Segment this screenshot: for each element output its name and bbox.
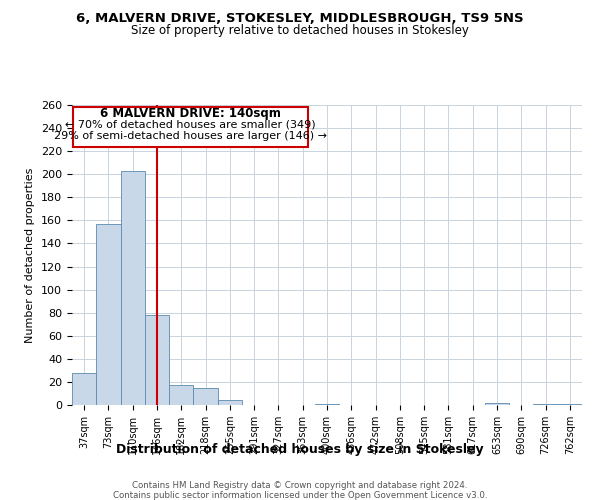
Bar [96,224,121,405]
Text: Size of property relative to detached houses in Stokesley: Size of property relative to detached ho… [131,24,469,37]
Bar [121,171,145,405]
Text: 6, MALVERN DRIVE, STOKESLEY, MIDDLESBROUGH, TS9 5NS: 6, MALVERN DRIVE, STOKESLEY, MIDDLESBROU… [76,12,524,26]
FancyBboxPatch shape [73,108,308,146]
Bar [193,388,218,405]
Bar [485,402,509,405]
Text: 6 MALVERN DRIVE: 140sqm: 6 MALVERN DRIVE: 140sqm [100,106,281,120]
Text: ← 70% of detached houses are smaller (349): ← 70% of detached houses are smaller (34… [65,120,316,130]
Bar [169,386,193,405]
Text: Contains public sector information licensed under the Open Government Licence v3: Contains public sector information licen… [113,491,487,500]
Text: 29% of semi-detached houses are larger (146) →: 29% of semi-detached houses are larger (… [54,131,327,141]
Bar [558,404,582,405]
Bar [145,315,169,405]
Text: Contains HM Land Registry data © Crown copyright and database right 2024.: Contains HM Land Registry data © Crown c… [132,481,468,490]
Text: Distribution of detached houses by size in Stokesley: Distribution of detached houses by size … [116,442,484,456]
Bar [315,404,339,405]
Bar [72,372,96,405]
Bar [218,400,242,405]
Bar [533,404,558,405]
Y-axis label: Number of detached properties: Number of detached properties [25,168,35,342]
